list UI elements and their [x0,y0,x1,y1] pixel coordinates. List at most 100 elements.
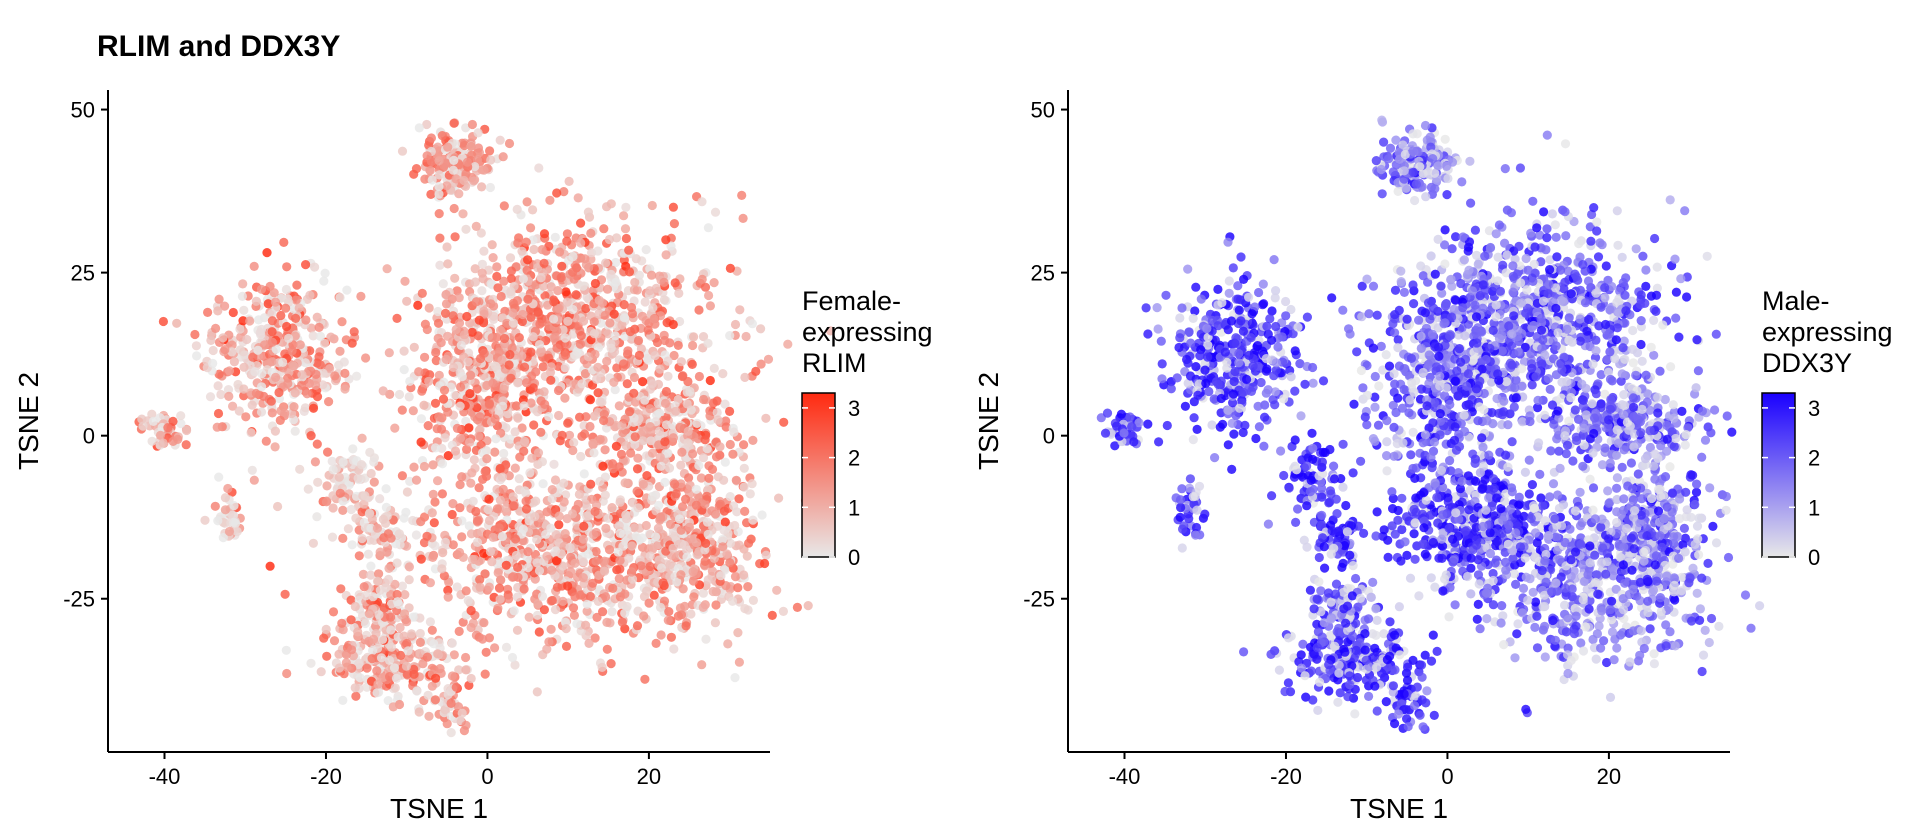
data-point [563,418,573,428]
data-point [490,643,500,653]
data-point [266,396,276,406]
data-point [578,534,589,544]
data-point [1372,310,1382,320]
data-point [632,621,643,631]
data-point [1542,130,1552,140]
data-point [698,453,709,463]
data-point [517,316,528,327]
data-point [1487,408,1497,418]
data-point [326,332,336,342]
data-point [1592,226,1602,236]
data-point [1651,306,1661,316]
data-point [314,352,324,362]
data-point [455,401,465,411]
data-point [739,570,749,580]
data-point [1711,329,1721,339]
data-point [431,356,441,366]
data-point [350,683,360,693]
data-point [608,583,618,594]
data-point [747,479,757,489]
data-point [634,350,645,360]
data-point [647,379,657,389]
data-point [263,299,273,309]
data-point [586,228,596,238]
data-point [1571,272,1581,282]
data-point [441,159,451,169]
data-point [456,340,466,350]
data-point [1631,370,1641,380]
data-point [725,492,735,502]
data-point [397,146,408,156]
data-point [634,270,645,280]
data-point [147,409,157,419]
data-point [590,278,601,289]
data-point [678,502,688,512]
data-point [594,295,604,305]
data-point [747,319,758,329]
data-point [708,586,718,597]
data-point [455,433,465,443]
data-point [392,558,402,568]
data-point [1394,361,1404,371]
data-point [542,644,552,654]
data-point [1430,269,1440,279]
data-point [158,438,168,448]
data-point [1442,190,1452,200]
data-point [602,644,612,654]
data-point [1605,347,1615,357]
data-point [1491,300,1501,310]
data-point [521,496,531,506]
data-point [1460,331,1470,341]
data-point [683,438,693,448]
data-point [364,609,374,619]
data-point [223,483,233,494]
data-point [424,376,434,386]
data-point [725,558,735,568]
data-point [1540,410,1550,420]
data-point [449,203,459,214]
data-point [1666,362,1676,372]
data-point [521,237,531,247]
data-point [1646,291,1656,301]
data-point [452,423,462,433]
data-point [495,463,505,474]
data-point [1542,233,1552,243]
data-point [531,496,541,506]
data-point [588,438,598,448]
data-point [1470,225,1480,235]
data-point [580,369,591,379]
data-point [366,561,376,571]
data-point [1376,341,1386,351]
legend-title-line: expressing [802,317,933,347]
data-point [256,284,267,294]
data-point [270,297,281,307]
data-point [270,426,280,436]
data-point [378,634,388,645]
data-point [216,389,226,400]
data-point [323,447,333,457]
data-point [756,324,766,334]
data-point [238,316,248,326]
data-point [517,351,527,361]
data-point [668,202,679,212]
data-point [435,260,445,270]
data-point [633,335,644,346]
data-point [372,523,383,533]
data-point [505,434,516,444]
data-point [327,532,338,542]
data-point [681,621,691,631]
data-point [1368,281,1379,291]
data-point [547,494,557,504]
data-point [576,331,586,341]
data-point [1451,445,1462,455]
data-point [525,468,535,478]
data-point [448,499,458,509]
data-point [590,349,600,359]
data-point [1564,313,1574,323]
data-point [625,327,636,337]
data-point [366,468,376,479]
data-point [708,398,718,408]
data-point [685,386,695,397]
data-point [684,522,695,532]
